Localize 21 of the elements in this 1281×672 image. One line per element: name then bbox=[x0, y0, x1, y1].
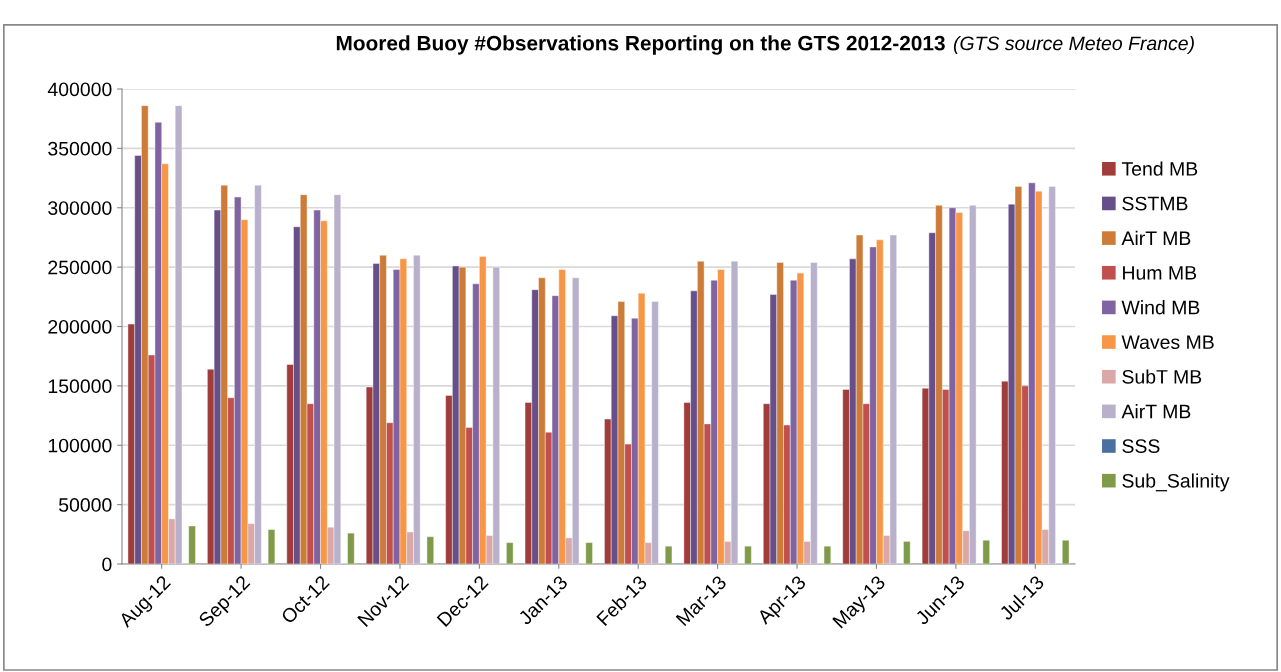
y-tick-label: 250000 bbox=[48, 260, 112, 275]
chart-subtitle: (GTS source Meteo France) bbox=[953, 35, 1194, 55]
y-tick-label: 0 bbox=[102, 557, 112, 572]
y-tick-label: 50000 bbox=[58, 498, 112, 512]
legend-label: SubT MB bbox=[1122, 369, 1202, 384]
legend-label: Hum MB bbox=[1123, 266, 1197, 280]
legend-label: AirT MB bbox=[1121, 230, 1191, 245]
y-tick-label: 100000 bbox=[48, 438, 112, 453]
legend-label: Waves MB bbox=[1121, 335, 1214, 350]
legend-label: AirT MB bbox=[1121, 404, 1191, 419]
y-tick-label: 200000 bbox=[48, 319, 112, 334]
legend-label: SSTMB bbox=[1122, 196, 1188, 211]
legend-label: SSS bbox=[1122, 439, 1160, 454]
y-tick-label: 400000 bbox=[47, 82, 112, 97]
y-tick-label: 350000 bbox=[48, 141, 112, 156]
legend-label: Tend MB bbox=[1121, 161, 1198, 176]
legend-label: Wind MB bbox=[1121, 300, 1200, 315]
y-tick-label: 300000 bbox=[48, 201, 112, 215]
legend-label: Sub_Salinity bbox=[1122, 473, 1230, 492]
chart-title: Moored Buoy #Observations Reporting on the GTS 2012-2013 bbox=[336, 35, 945, 55]
y-tick-label: 150000 bbox=[48, 379, 112, 394]
